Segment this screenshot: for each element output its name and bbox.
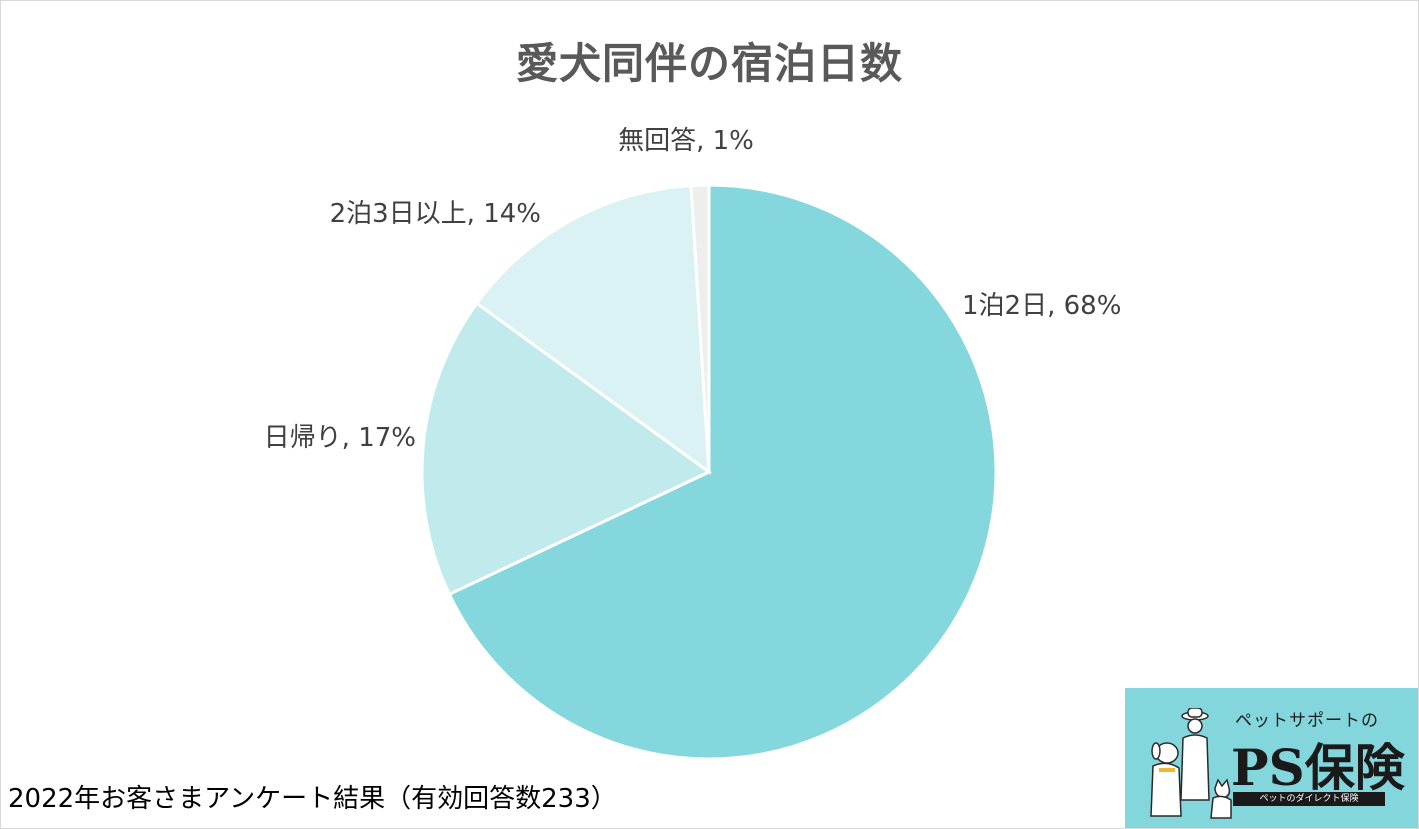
pie-slice-4 xyxy=(689,183,711,473)
logo-tagline: ペットのダイレクト保険 xyxy=(1233,792,1385,806)
data-label-4: 無回答, 1% xyxy=(618,126,754,156)
logo-name: PS保険 xyxy=(1231,738,1405,797)
data-label-2: 日帰り, 17% xyxy=(264,423,416,453)
pet-owner-illustration-icon xyxy=(1150,708,1232,819)
footnote: 2022年お客さまアンケート結果（有効回答数233） xyxy=(8,784,617,814)
pie-slice-3 xyxy=(474,183,711,476)
pie-slices xyxy=(420,183,998,761)
chart-title: 愛犬同伴の宿泊日数 xyxy=(515,39,903,88)
logo-subtitle: ペットサポートの xyxy=(1235,711,1379,731)
data-label-3: 2泊3日以上, 14% xyxy=(330,199,541,229)
pie-slice-2 xyxy=(420,301,712,597)
ps-insurance-logo: ペットサポートの PS保険 ペットのダイレクト保険 xyxy=(1125,688,1418,828)
pie-slice-1 xyxy=(447,183,998,761)
data-label-1: 1泊2日, 68% xyxy=(962,291,1121,321)
pie-labels: 1泊2日, 68% 日帰り, 17% 2泊3日以上, 14% 無回答, 1% xyxy=(264,126,1122,453)
